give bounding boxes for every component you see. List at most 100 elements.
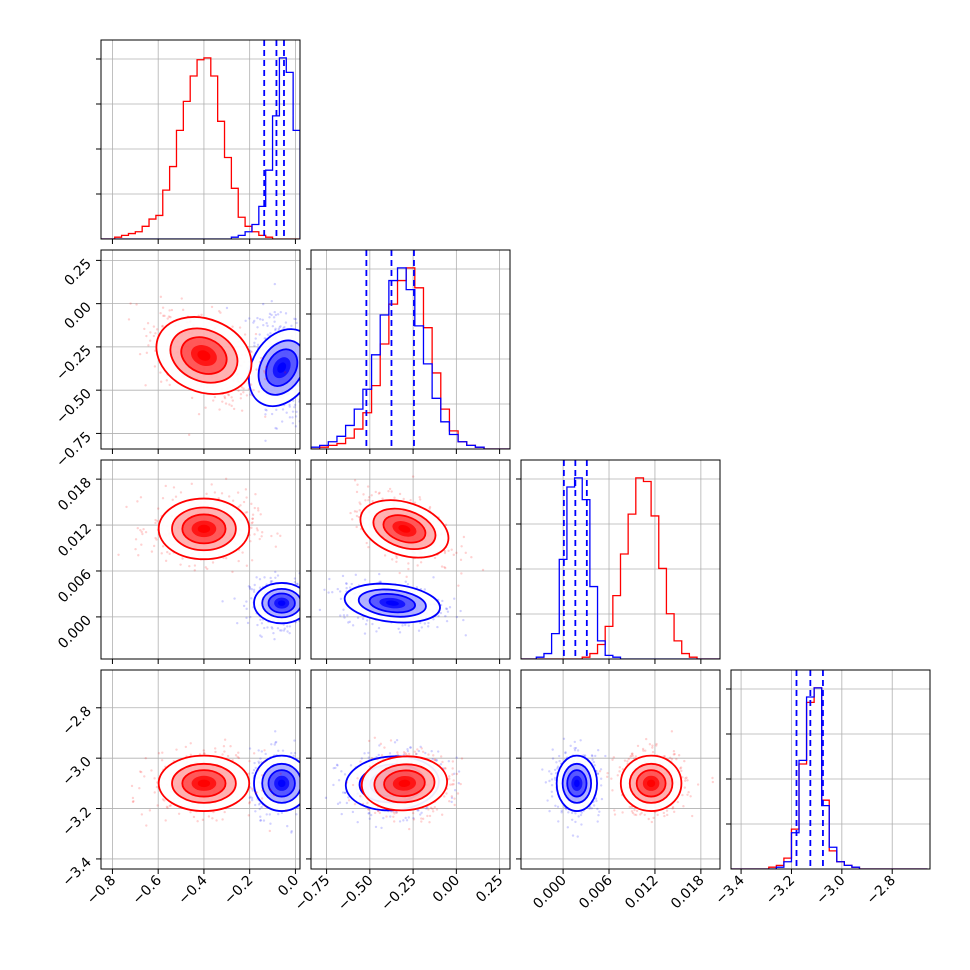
sample-point bbox=[264, 752, 267, 756]
sample-point bbox=[293, 577, 297, 580]
sample-point bbox=[240, 386, 243, 389]
sample-point bbox=[137, 554, 140, 557]
sample-point bbox=[231, 399, 235, 402]
sample-point bbox=[302, 599, 304, 601]
sample-point bbox=[343, 616, 346, 619]
sample-point bbox=[435, 758, 438, 762]
sample-point bbox=[397, 627, 400, 630]
sample-point bbox=[421, 750, 425, 753]
sample-point bbox=[313, 365, 315, 367]
sample-point bbox=[138, 352, 142, 356]
sample-point bbox=[431, 810, 435, 813]
sample-point bbox=[363, 752, 366, 755]
sample-point bbox=[340, 770, 343, 773]
sample-point bbox=[308, 782, 310, 784]
sample-point bbox=[242, 500, 246, 504]
sample-point bbox=[252, 388, 255, 392]
sample-point bbox=[166, 806, 169, 809]
sample-point bbox=[604, 754, 607, 758]
y-tick-label: −0.25 bbox=[53, 342, 95, 384]
sample-point bbox=[361, 617, 365, 620]
y-tick-label: −3.4 bbox=[59, 854, 94, 889]
sample-point bbox=[247, 772, 251, 775]
sample-point bbox=[459, 558, 463, 562]
red-histogram-2 bbox=[311, 267, 510, 449]
sample-point bbox=[169, 315, 172, 319]
sample-point bbox=[300, 775, 302, 777]
sample-point bbox=[307, 383, 309, 385]
sample-point bbox=[266, 626, 269, 629]
sample-point bbox=[148, 809, 152, 812]
sample-point bbox=[139, 528, 142, 532]
sample-point bbox=[443, 565, 446, 569]
sample-point bbox=[428, 505, 432, 509]
sample-point bbox=[152, 334, 156, 338]
sample-point bbox=[361, 802, 365, 806]
sample-point bbox=[306, 599, 308, 601]
sample-point bbox=[248, 800, 251, 804]
sample-point bbox=[295, 410, 298, 414]
sample-point bbox=[633, 813, 636, 816]
sample-point bbox=[223, 738, 227, 741]
sample-point bbox=[263, 626, 266, 630]
sample-point bbox=[445, 619, 449, 623]
sample-point bbox=[423, 622, 427, 625]
sample-point bbox=[253, 344, 256, 347]
sample-point bbox=[306, 787, 308, 789]
sample-point bbox=[373, 736, 377, 739]
sample-point bbox=[308, 600, 310, 602]
sample-point bbox=[252, 769, 256, 772]
sample-point bbox=[303, 342, 305, 344]
sample-point bbox=[452, 553, 455, 557]
sample-point bbox=[253, 341, 256, 345]
sample-point bbox=[313, 796, 315, 798]
sample-point bbox=[450, 548, 453, 551]
sample-point bbox=[213, 747, 217, 750]
sample-point bbox=[443, 550, 447, 553]
sample-point bbox=[340, 812, 343, 816]
sample-point bbox=[294, 318, 297, 321]
sample-point bbox=[307, 610, 309, 612]
sample-point bbox=[316, 449, 318, 451]
sample-point bbox=[393, 820, 396, 823]
sample-point bbox=[412, 818, 416, 821]
sample-point bbox=[197, 412, 201, 416]
sample-point bbox=[368, 817, 371, 820]
sample-point bbox=[274, 545, 278, 548]
sample-point bbox=[202, 749, 205, 752]
sample-point bbox=[378, 491, 381, 495]
sample-point bbox=[280, 811, 284, 815]
sample-point bbox=[307, 578, 309, 580]
sample-point bbox=[236, 491, 240, 494]
sample-point bbox=[274, 313, 278, 317]
sample-point bbox=[260, 797, 264, 800]
sample-point bbox=[127, 318, 131, 321]
sample-point bbox=[279, 310, 282, 314]
sample-point bbox=[353, 802, 357, 806]
sample-point bbox=[359, 502, 362, 506]
sample-point bbox=[304, 344, 306, 346]
sample-point bbox=[259, 618, 262, 621]
sample-point bbox=[574, 812, 577, 815]
x-tick-label: −3.0 bbox=[813, 873, 848, 908]
sample-point bbox=[596, 748, 600, 752]
sample-point bbox=[343, 791, 347, 795]
blue-density-contour bbox=[277, 600, 286, 606]
sample-point bbox=[346, 614, 349, 617]
sample-point bbox=[570, 818, 574, 821]
sample-point bbox=[367, 739, 371, 743]
sample-point bbox=[308, 769, 310, 771]
sample-point bbox=[323, 440, 325, 442]
sample-point bbox=[147, 344, 150, 347]
sample-point bbox=[302, 385, 304, 387]
sample-point bbox=[257, 803, 261, 806]
sample-point bbox=[236, 621, 239, 625]
sample-point bbox=[564, 751, 567, 755]
sample-point bbox=[451, 773, 454, 776]
sample-point bbox=[666, 813, 669, 817]
sample-point bbox=[270, 743, 273, 746]
sample-point bbox=[166, 550, 169, 554]
scatter-panel-2-3 bbox=[310, 459, 511, 660]
sample-point bbox=[131, 796, 135, 800]
sample-point bbox=[335, 763, 339, 767]
